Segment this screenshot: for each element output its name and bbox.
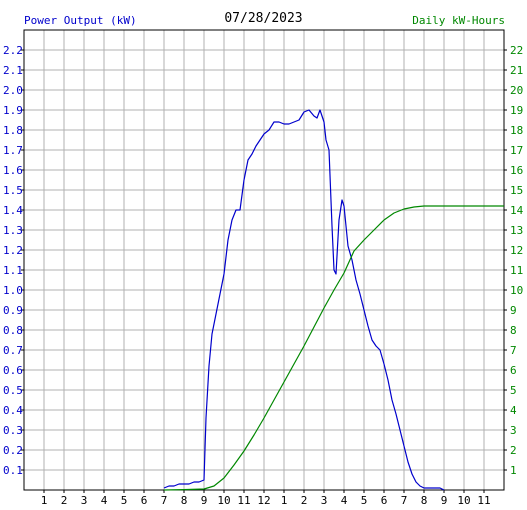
right-tick-label: 14 — [510, 204, 524, 217]
right-tick-label: 22 — [510, 44, 523, 57]
left-tick-label: 0.1 — [3, 464, 23, 477]
left-tick-label: 1.7 — [3, 144, 23, 157]
left-tick-label: 1.6 — [3, 164, 23, 177]
right-tick-label: 10 — [510, 284, 523, 297]
right-tick-label: 5 — [510, 384, 517, 397]
left-tick-label: 0.7 — [3, 344, 23, 357]
x-tick-label: 1 — [281, 494, 288, 507]
left-tick-label: 0.2 — [3, 444, 23, 457]
x-tick-label: 4 — [341, 494, 348, 507]
right-tick-label: 7 — [510, 344, 517, 357]
left-tick-label: 0.8 — [3, 324, 23, 337]
left-tick-label: 0.3 — [3, 424, 23, 437]
right-tick-label: 20 — [510, 84, 523, 97]
left-tick-label: 2.0 — [3, 84, 23, 97]
right-axis-title: Daily kW-Hours — [412, 14, 505, 27]
right-tick-label: 13 — [510, 224, 523, 237]
right-tick-label: 15 — [510, 184, 523, 197]
x-tick-label: 2 — [61, 494, 68, 507]
right-tick-label: 16 — [510, 164, 523, 177]
x-tick-label: 3 — [81, 494, 88, 507]
right-tick-label: 12 — [510, 244, 523, 257]
x-tick-label: 12 — [257, 494, 270, 507]
left-axis-title: Power Output (kW) — [24, 14, 137, 27]
series-lines — [163, 109, 504, 491]
x-tick-label: 9 — [201, 494, 208, 507]
x-tick-label: 11 — [237, 494, 250, 507]
right-tick-label: 19 — [510, 104, 523, 117]
left-tick-label: 0.9 — [3, 304, 23, 317]
x-tick-label: 4 — [101, 494, 108, 507]
left-tick-label: 0.6 — [3, 364, 23, 377]
left-tick-label: 1.8 — [3, 124, 23, 137]
x-tick-label: 8 — [181, 494, 188, 507]
daily-kwh-line — [163, 205, 504, 491]
left-tick-label: 1.9 — [3, 104, 23, 117]
left-tick-label: 1.0 — [3, 284, 23, 297]
x-tick-label: 5 — [121, 494, 128, 507]
left-tick-label: 0.5 — [3, 384, 23, 397]
right-tick-label: 17 — [510, 144, 523, 157]
right-tick-label: 21 — [510, 64, 523, 77]
left-tick-label: 1.3 — [3, 224, 23, 237]
x-tick-label: 1 — [41, 494, 48, 507]
x-tick-label: 11 — [477, 494, 490, 507]
x-tick-label: 7 — [161, 494, 168, 507]
right-tick-label: 6 — [510, 364, 517, 377]
left-tick-label: 1.2 — [3, 244, 23, 257]
x-tick-label: 8 — [421, 494, 428, 507]
x-tick-label: 9 — [441, 494, 448, 507]
right-tick-label: 8 — [510, 324, 517, 337]
x-tick-label: 2 — [301, 494, 308, 507]
power-output-line — [163, 109, 445, 491]
right-tick-label: 3 — [510, 424, 517, 437]
x-tick-label: 6 — [381, 494, 388, 507]
right-tick-label: 4 — [510, 404, 517, 417]
axes: 0.1 0.2 0.3 0.4 0.5 0.6 0.7 0.8 0.9 1.0 1.1 1.2 1.3 1… — [3, 29, 524, 507]
right-tick-label: 11 — [510, 264, 523, 277]
x-tick-label: 7 — [401, 494, 408, 507]
right-tick-label: 18 — [510, 124, 523, 137]
right-tick-label: 2 — [510, 444, 517, 457]
x-tick-label: 3 — [321, 494, 328, 507]
left-tick-label: 1.4 — [3, 204, 23, 217]
left-tick-label: 2.1 — [3, 64, 23, 77]
right-tick-label: 1 — [510, 464, 517, 477]
x-tick-label: 10 — [217, 494, 230, 507]
grid — [24, 30, 504, 490]
left-tick-label: 1.5 — [3, 184, 23, 197]
left-tick-label: 0.4 — [3, 404, 23, 417]
x-tick-label: 6 — [141, 494, 148, 507]
right-tick-label: 9 — [510, 304, 517, 317]
x-tick-label: 10 — [457, 494, 470, 507]
left-tick-label: 1.1 — [3, 264, 23, 277]
chart-title: 07/28/2023 — [224, 11, 303, 26]
left-tick-label: 2.2 — [3, 44, 23, 57]
x-tick-label: 5 — [361, 494, 368, 507]
